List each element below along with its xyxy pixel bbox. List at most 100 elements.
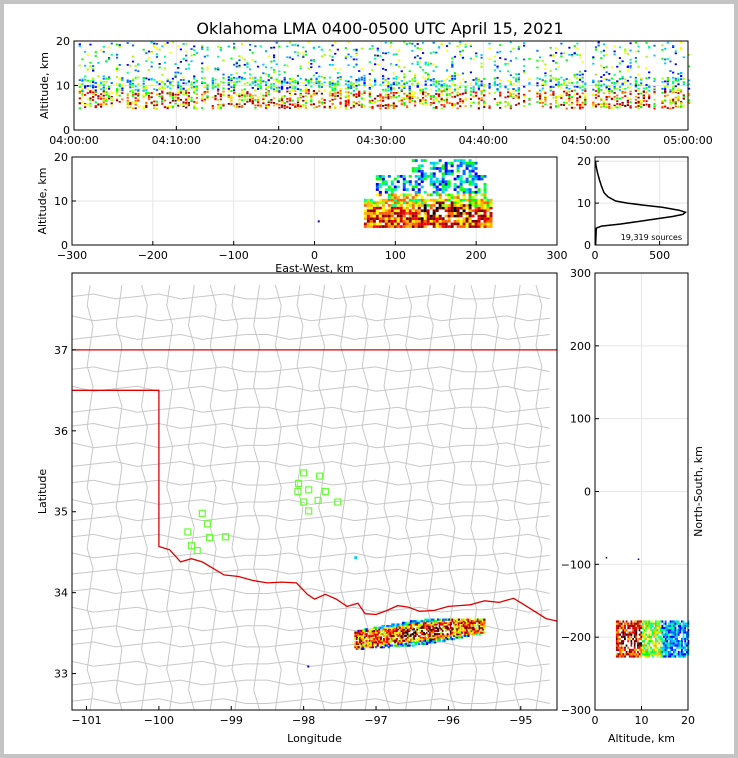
east-west-source: [435, 206, 439, 210]
time-height-source: [648, 105, 651, 108]
time-height-source: [400, 88, 403, 91]
east-west-source: [381, 204, 385, 207]
time-height-source: [310, 78, 313, 81]
north-south-source: [672, 642, 675, 645]
time-height-source: [379, 99, 382, 102]
time-height-source: [400, 103, 403, 106]
time-height-source: [637, 45, 640, 48]
time-height-source: [334, 41, 337, 44]
time-height-source: [528, 97, 531, 100]
north-south-source: [617, 642, 620, 645]
north-south-source: [664, 644, 667, 647]
time-height-source: [552, 96, 555, 99]
time-height-source: [233, 63, 236, 66]
east-west-source: [432, 219, 436, 223]
time-height-source: [523, 70, 526, 72]
flash-source: [379, 633, 382, 636]
north-south-source: [671, 646, 674, 649]
time-height-source: [581, 60, 584, 63]
north-south-source: [682, 631, 685, 634]
time-height-source: [89, 97, 92, 100]
time-height-source: [272, 69, 276, 71]
north-south-source: [658, 626, 661, 630]
time-height-source: [347, 95, 350, 98]
time-height-source: [241, 105, 244, 107]
north-south-source: [624, 629, 626, 632]
east-west-source: [483, 188, 487, 191]
time-height-source: [613, 81, 616, 84]
east-west-source: [390, 219, 394, 223]
time-height-source: [392, 102, 395, 105]
time-height-source: [477, 100, 481, 103]
time-height-source: [105, 103, 108, 106]
time-height-source: [576, 82, 579, 85]
time-height-source: [331, 44, 334, 47]
north-south-source: [646, 648, 649, 652]
flash-source: [406, 639, 410, 642]
north-south-source: [640, 629, 643, 632]
flash-source: [370, 636, 373, 639]
time-height-source: [310, 103, 313, 106]
east-west-source: [414, 182, 418, 186]
time-height-source: [222, 90, 225, 93]
time-height-source: [206, 46, 209, 49]
time-height-source: [312, 89, 316, 92]
flash-source: [433, 621, 437, 624]
time-height-source: [99, 48, 103, 51]
north-south-source: [674, 629, 677, 632]
north-south-source: [627, 653, 630, 656]
time-height-source: [432, 78, 435, 80]
time-height-source: [451, 91, 454, 94]
time-height-source: [233, 42, 236, 45]
time-height-source: [403, 103, 406, 106]
time-height-source: [640, 92, 643, 95]
flash-source: [453, 625, 456, 628]
north-south-source: [628, 626, 631, 630]
flash-source: [483, 626, 486, 629]
time-height-source: [241, 56, 244, 59]
east-west-source: [444, 214, 448, 218]
time-height-source: [578, 96, 582, 99]
flash-source: [464, 625, 467, 628]
east-west-source: [369, 214, 373, 218]
time-height-source: [429, 98, 433, 101]
time-height-source: [488, 42, 491, 45]
time-height-source: [219, 103, 222, 106]
time-height-source: [97, 61, 100, 64]
time-height-source: [177, 83, 180, 85]
time-height-source: [251, 87, 254, 89]
time-height-source: [568, 104, 571, 106]
time-height-source: [78, 91, 81, 94]
time-height-source: [541, 89, 544, 91]
time-height-source: [397, 92, 401, 94]
county-boundary: [72, 515, 550, 522]
east-west-source: [375, 212, 379, 215]
time-height-source: [294, 43, 297, 46]
east-west-source: [459, 175, 463, 178]
flash-source: [403, 636, 406, 639]
flash-source: [449, 633, 453, 636]
east-west-source: [408, 209, 412, 213]
east-west-source: [417, 164, 421, 168]
north-south-source: [663, 640, 665, 643]
flash-source: [438, 636, 441, 639]
flash-source: [451, 620, 454, 623]
time-height-source: [201, 97, 204, 100]
east-west-source: [468, 193, 472, 197]
time-height-source: [248, 68, 252, 71]
time-height-source: [312, 59, 316, 61]
flash-source: [433, 629, 437, 633]
flash-source: [472, 628, 475, 631]
time-height-source: [185, 82, 188, 85]
flash-source: [389, 626, 392, 629]
flash-source: [370, 631, 373, 634]
time-height-source: [429, 97, 433, 100]
east-west-source: [462, 188, 466, 191]
time-height-source: [272, 56, 276, 59]
time-height-source: [92, 67, 95, 70]
north-south-source: [643, 626, 646, 630]
north-south-source: [669, 637, 672, 641]
flash-source: [362, 646, 365, 649]
flash-source: [414, 631, 418, 634]
time-height-source: [674, 97, 677, 100]
